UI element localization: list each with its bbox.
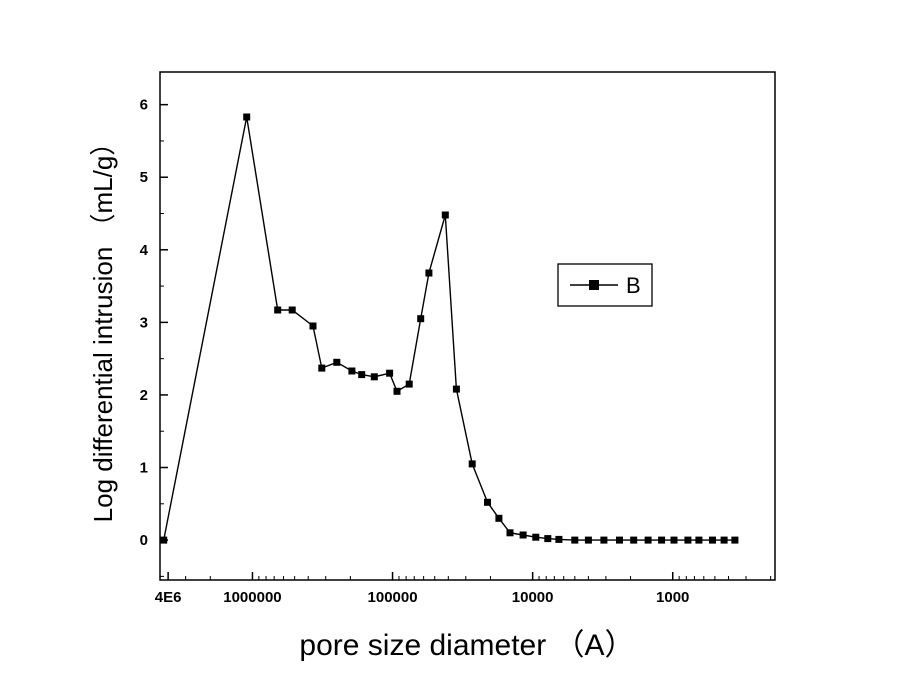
data-point-marker [616,536,623,544]
data-point-marker [468,460,476,468]
data-point-marker [658,536,666,544]
data-point-marker [600,536,608,544]
legend-label: B [626,273,641,298]
data-point-marker [441,211,449,219]
data-point-marker [630,536,638,544]
data-point-marker [731,536,739,544]
plot-frame [159,71,776,581]
x-tick-label: 1000 [656,589,689,606]
data-point-marker [417,315,425,323]
legend-marker [589,280,599,290]
data-point-marker [160,536,168,544]
data-point-marker [348,367,356,375]
data-point-marker [709,536,716,544]
data-point-marker [405,380,413,388]
data-point-marker [333,358,341,366]
data-point-marker [544,535,552,543]
data-point-marker [425,269,433,277]
data-point-marker [318,364,326,372]
legend: B [557,263,653,307]
x-tick-label: 1000000 [223,589,281,606]
data-point-marker [644,536,652,544]
y-tick-label: 0 [140,532,148,549]
y-tick-label: 4 [140,242,149,259]
data-point-marker [584,536,592,544]
data-point-marker [571,536,579,544]
data-point-marker [243,113,251,121]
data-point-marker [670,536,678,544]
data-point-marker [555,535,563,543]
y-tick-label: 2 [140,387,148,404]
data-point-marker [370,373,378,381]
data-point-marker [386,369,394,377]
x-tick-label: 4E6 [155,589,182,606]
data-point-marker [452,385,460,393]
data-point-marker [484,498,491,506]
data-point-marker [309,322,317,330]
data-point-marker [495,514,503,522]
x-tick-label: 100000 [368,589,418,606]
data-point-marker [274,306,282,314]
y-axis-title: Log differential intrusion （mL/g） [88,130,118,523]
data-point-marker [532,533,540,541]
y-tick-label: 3 [140,314,148,331]
y-tick-label: 6 [140,97,148,114]
x-tick-label: 10000 [512,589,554,606]
x-axis-title: pore size diameter （A） [299,629,634,662]
data-point-marker [720,536,728,544]
data-point-marker [288,306,296,314]
data-point-marker [695,536,703,544]
y-tick-label: 5 [140,169,148,186]
data-point-marker [519,531,527,539]
data-point-marker [393,387,401,395]
y-tick-label: 1 [140,460,148,477]
data-point-marker [684,536,692,544]
data-point-marker [358,371,366,379]
series-b-line [163,116,735,541]
data-point-marker [506,529,514,537]
